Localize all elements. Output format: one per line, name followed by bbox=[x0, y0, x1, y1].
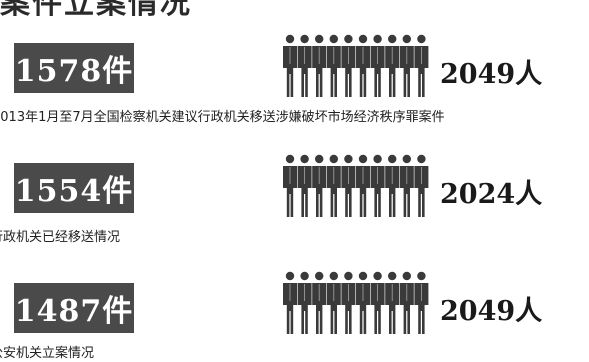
person-count: 2049人 bbox=[440, 296, 543, 327]
people-figures bbox=[283, 154, 431, 218]
people-figures bbox=[283, 271, 431, 335]
person-icon bbox=[370, 271, 385, 334]
person-icon bbox=[341, 34, 356, 97]
person-icon bbox=[312, 34, 327, 97]
person-icon bbox=[283, 271, 297, 334]
person-icon bbox=[312, 154, 327, 217]
person-icon bbox=[370, 154, 385, 217]
person-icon bbox=[326, 271, 341, 334]
person-icon bbox=[356, 34, 370, 97]
page-title: 案件立案情况 bbox=[0, 0, 192, 21]
person-icon bbox=[399, 34, 414, 97]
person-icon bbox=[385, 271, 400, 334]
people-row-graphic bbox=[283, 34, 429, 97]
person-icon bbox=[385, 34, 400, 97]
person-icon bbox=[312, 271, 327, 334]
person-icon bbox=[341, 154, 356, 217]
person-icon bbox=[283, 34, 297, 97]
person-icon bbox=[399, 154, 414, 217]
person-icon bbox=[341, 271, 356, 334]
section-caption: 2013年1月至7月全国检察机关建议行政机关移送涉嫌破坏市场经济秩序罪案件 bbox=[0, 110, 445, 125]
person-icon bbox=[326, 34, 341, 97]
person-icon bbox=[414, 271, 429, 334]
person-icon bbox=[297, 271, 312, 334]
case-count-badge: 1554件 bbox=[14, 163, 134, 213]
person-icon bbox=[385, 154, 400, 217]
person-icon bbox=[297, 34, 312, 97]
person-icon bbox=[356, 154, 370, 217]
person-count: 2024人 bbox=[440, 179, 543, 210]
section-caption: 行政机关已经移送情况 bbox=[0, 230, 121, 245]
people-row-graphic bbox=[283, 271, 429, 334]
person-icon bbox=[399, 271, 414, 334]
case-count-badge: 1578件 bbox=[14, 43, 134, 93]
person-icon bbox=[297, 154, 312, 217]
case-count: 1487件 bbox=[14, 294, 134, 329]
people-figures bbox=[283, 34, 431, 98]
person-count: 2049人 bbox=[440, 59, 543, 90]
person-icon bbox=[326, 154, 341, 217]
person-icon bbox=[414, 154, 429, 217]
case-count: 1554件 bbox=[14, 174, 134, 209]
people-row-graphic bbox=[283, 154, 429, 217]
person-icon bbox=[414, 34, 429, 97]
case-count: 1578件 bbox=[14, 54, 134, 89]
section-caption: 公安机关立案情况 bbox=[0, 346, 95, 361]
person-icon bbox=[370, 34, 385, 97]
case-count-badge: 1487件 bbox=[14, 283, 134, 333]
person-icon bbox=[283, 154, 297, 217]
person-icon bbox=[356, 271, 370, 334]
